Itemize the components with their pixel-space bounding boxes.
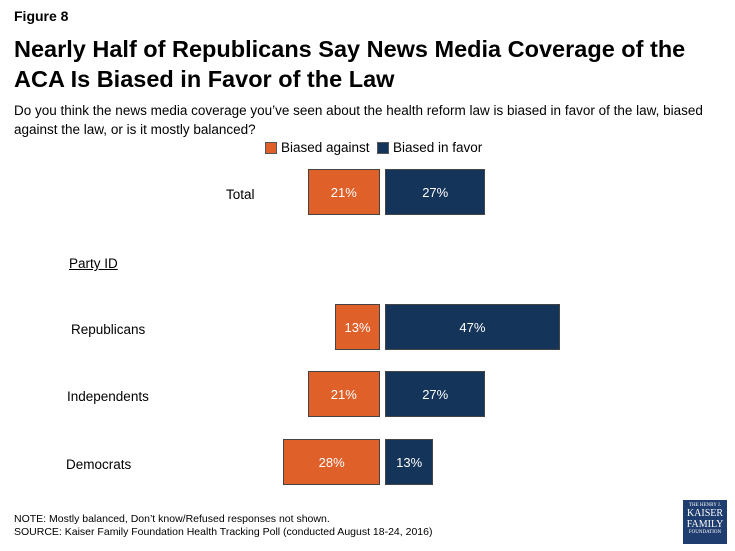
bar-biased-in-favor: 27% <box>385 371 486 417</box>
category-label: Democrats <box>66 457 132 472</box>
legend-label-against: Biased against <box>281 140 370 155</box>
category-label: Independents <box>67 389 149 404</box>
chart-title: Nearly Half of Republicans Say News Medi… <box>14 36 686 92</box>
bar-biased-in-favor: 27% <box>385 169 486 215</box>
legend-label-favor: Biased in favor <box>393 140 483 155</box>
category-label: Total <box>226 187 255 202</box>
source-text: SOURCE: Kaiser Family Foundation Health … <box>14 526 433 538</box>
bar-biased-against: 21% <box>307 371 380 417</box>
bar-biased-in-favor: 13% <box>385 439 434 485</box>
figure-label: Figure 8 <box>14 8 69 24</box>
kff-logo: THE HENRY J. KAISER FAMILY FOUNDATION <box>683 500 727 544</box>
bar-biased-against: 28% <box>283 439 380 485</box>
legend-item-against: Biased against <box>265 140 370 155</box>
bar-biased-against: 13% <box>335 304 380 350</box>
chart-subtitle: Do you think the news media coverage you… <box>14 103 703 137</box>
legend-item-favor: Biased in favor <box>377 140 482 155</box>
category-label: Republicans <box>71 322 146 337</box>
bar-biased-against: 21% <box>307 169 380 215</box>
bar-biased-in-favor: 47% <box>385 304 560 350</box>
group-header: Party ID <box>69 256 118 271</box>
legend-swatch-favor <box>377 141 389 154</box>
footnote: NOTE: Mostly balanced, Don’t know/Refuse… <box>14 513 432 539</box>
legend-swatch-against <box>265 141 277 154</box>
note-text: NOTE: Mostly balanced, Don’t know/Refuse… <box>14 513 330 525</box>
